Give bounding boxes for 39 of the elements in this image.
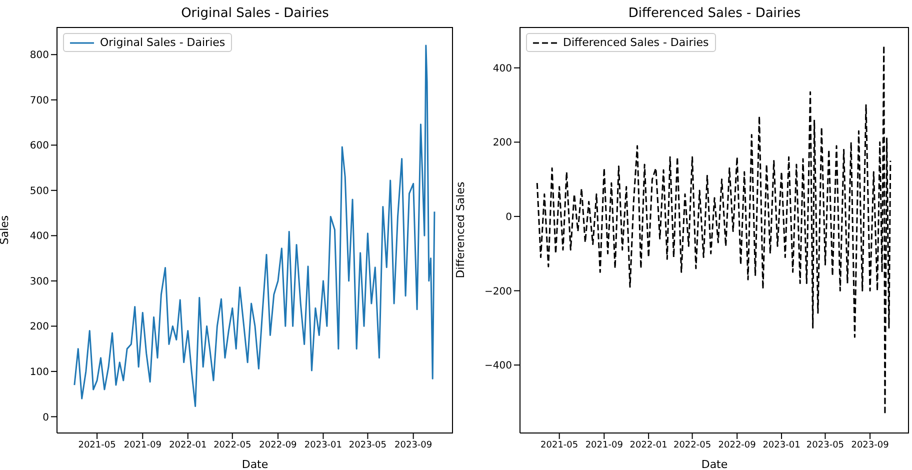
x-axis-title: Date [701, 458, 728, 470]
x-tick-label: 2023-09 [394, 440, 432, 450]
y-axis-title: Sales [0, 215, 11, 245]
x-tick-label: 2023-05 [348, 440, 387, 450]
y-tick-label: 500 [30, 186, 49, 197]
x-tick-label: 2021-05 [540, 440, 578, 450]
y-tick-label: 800 [30, 50, 49, 62]
y-tick-label: 400 [30, 231, 49, 242]
y-tick-label: −200 [484, 286, 512, 298]
y-tick-label: 200 [492, 138, 512, 149]
x-tick-label: 2023-01 [762, 440, 800, 450]
x-tick-label: 2022-09 [259, 440, 298, 450]
x-tick-label: 2021-09 [585, 440, 624, 450]
x-tick-label: 2022-05 [673, 440, 712, 450]
line-series [536, 44, 892, 416]
y-tick-label: 600 [30, 140, 49, 152]
y-tick-label: 700 [30, 95, 49, 106]
legend-label: Differenced Sales - Dairies [563, 36, 709, 49]
chart-title: Original Sales - Dairies [180, 6, 330, 21]
y-tick-label: 300 [30, 276, 49, 288]
x-tick-label: 2023-05 [806, 440, 844, 450]
y-tick-label: 0 [42, 412, 49, 424]
y-tick-label: 100 [30, 366, 49, 378]
chart-title: Differenced Sales - Dairies [627, 6, 802, 21]
y-tick-label: 200 [30, 322, 49, 333]
x-tick-label: 2022-05 [214, 440, 252, 450]
y-tick-label: −400 [484, 360, 512, 372]
x-tick-label: 2022-09 [718, 440, 756, 450]
y-tick-label: 400 [492, 63, 512, 74]
x-tick-label: 2021-09 [124, 440, 162, 450]
x-tick-label: 2022-01 [169, 440, 207, 450]
x-tick-label: 2021-05 [78, 440, 116, 450]
y-axis-title: Differenced Sales [454, 182, 467, 278]
x-tick-label: 2022-01 [630, 440, 668, 450]
x-tick-label: 2023-09 [851, 440, 890, 450]
legend-label: Original Sales - Dairies [100, 36, 226, 49]
x-tick-label: 2023-01 [304, 440, 342, 450]
y-tick-label: 0 [506, 212, 512, 223]
x-axis-title: Date [242, 458, 268, 470]
